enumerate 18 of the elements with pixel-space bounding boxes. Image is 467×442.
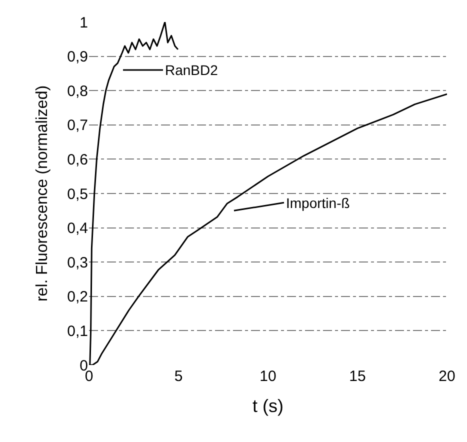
y-tick-label: 0,1: [67, 322, 88, 340]
y-tick-label: 0,9: [67, 48, 88, 66]
y-tick-label: 0,4: [67, 220, 88, 238]
y-tick-label: 0,8: [67, 82, 88, 100]
y-tick-label: 0,7: [67, 117, 88, 134]
y-tick-label: 0,3: [67, 254, 88, 272]
y-tick-label: 1: [80, 14, 88, 32]
y-tick-label: 0,5: [67, 186, 88, 203]
annotation: Importin-ß: [286, 195, 350, 211]
x-tick-label: 15: [349, 368, 366, 385]
annotation: RanBD2: [165, 62, 218, 78]
x-tick-label: 10: [260, 368, 276, 385]
x-axis-title: t (s): [252, 396, 284, 416]
x-tick-label: 20: [438, 368, 456, 385]
x-tick-label: 5: [174, 368, 183, 385]
y-axis-title: rel. Fluorescence (normalized): [34, 85, 52, 302]
y-tick-label: 0,6: [67, 151, 88, 168]
y-tick-label: 0,2: [67, 288, 88, 306]
